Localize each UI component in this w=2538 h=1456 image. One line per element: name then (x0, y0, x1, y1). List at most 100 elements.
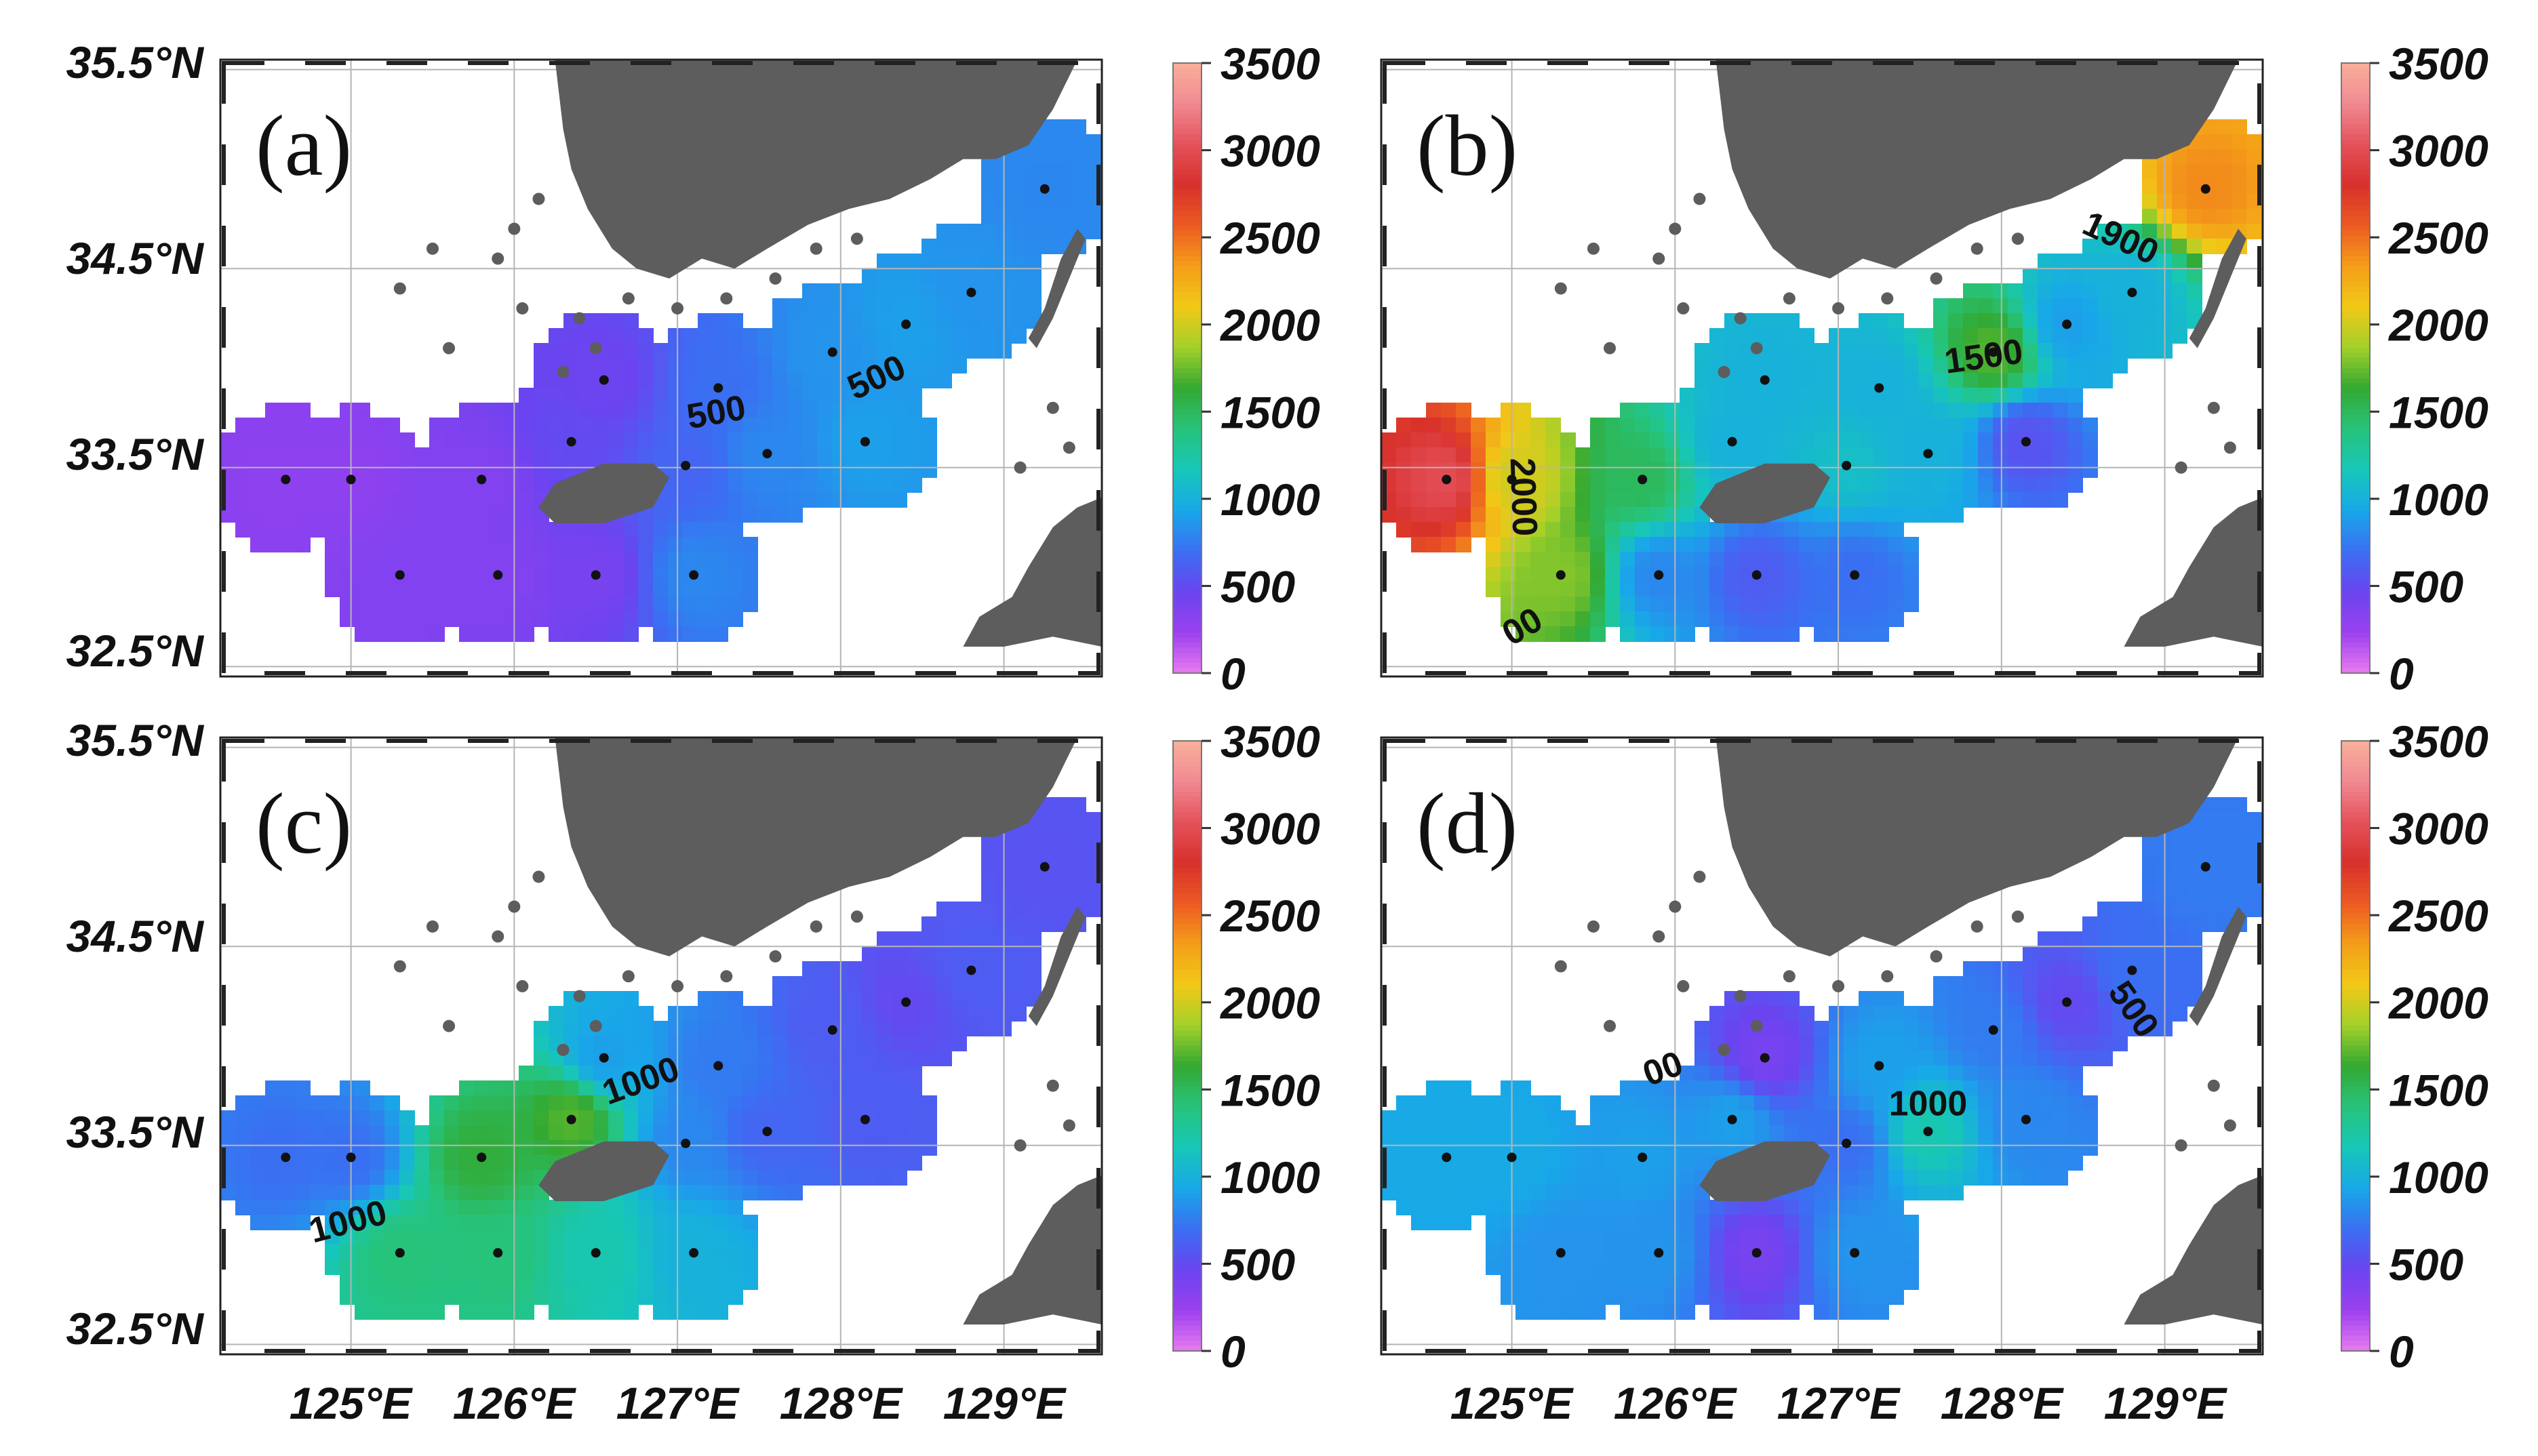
field-cell (653, 343, 669, 359)
colorbar-segment (1173, 342, 1202, 348)
field-cell (534, 1125, 549, 1141)
field-cell (623, 1274, 639, 1290)
field-cell (638, 432, 654, 448)
field-cell (593, 1095, 609, 1111)
colorbar-segment (2341, 1056, 2370, 1062)
field-cell (862, 328, 877, 344)
field-cell (370, 1095, 385, 1111)
field-cell (355, 611, 370, 627)
field-cell (1888, 1095, 1904, 1111)
field-cell (2172, 298, 2187, 314)
colorbar-segment (1173, 460, 1202, 466)
colorbar-segment (2341, 155, 2370, 161)
field-cell (1396, 492, 1412, 508)
field-cell (1739, 1006, 1755, 1022)
field-cell (1426, 492, 1442, 508)
field-cell (623, 991, 639, 1007)
field-cell (817, 1036, 833, 1051)
field-cell (1784, 1066, 1800, 1081)
small-island (1587, 920, 1600, 933)
colorbar-segment (1173, 893, 1202, 899)
field-cell (1605, 1245, 1621, 1260)
field-cell (1769, 388, 1785, 403)
field-cell (1590, 626, 1606, 642)
colorbar-segment (1173, 1097, 1202, 1103)
field-cell (608, 1274, 624, 1290)
field-cell (1784, 1289, 1800, 1305)
field-cell (1575, 596, 1591, 612)
field-cell (2142, 991, 2158, 1007)
colorbar-segment (2341, 1152, 2370, 1158)
field-cell (1784, 1080, 1800, 1096)
field-cell (1680, 432, 1695, 448)
field-cell (742, 1185, 758, 1200)
station-marker (1751, 570, 1762, 580)
colorbar-segment (2341, 908, 2370, 914)
field-cell (355, 1245, 370, 1260)
field-cell (608, 567, 624, 582)
small-island (1014, 461, 1027, 474)
field-cell (295, 1140, 311, 1156)
colorbar-segment (1173, 393, 1202, 399)
field-cell (1873, 567, 1889, 582)
field-cell (2142, 328, 2158, 344)
colorbar-segment (2341, 68, 2370, 74)
field-cell (1963, 961, 1979, 977)
field-cell (280, 403, 296, 418)
field-cell (2053, 1095, 2068, 1111)
field-cell (384, 492, 400, 508)
field-cell (1620, 1289, 1635, 1305)
colorbar-segment (2341, 521, 2370, 527)
small-island (573, 990, 586, 1003)
field-cell (1784, 1051, 1800, 1066)
field-cell (1635, 1185, 1650, 1200)
field-cell (862, 946, 877, 962)
field-cell (1739, 1245, 1755, 1260)
colorbar-segment (1173, 1346, 1202, 1352)
field-cell (1530, 522, 1546, 538)
field-cell (1471, 507, 1486, 523)
field-cell (474, 507, 490, 523)
field-cell (1709, 537, 1725, 552)
field-cell (549, 432, 564, 448)
field-cell (2067, 477, 2083, 493)
field-cell (1873, 1155, 1889, 1171)
field-cell (623, 403, 639, 418)
field-cell (817, 477, 833, 493)
field-cell (1545, 626, 1561, 642)
field-cell (728, 403, 743, 418)
field-cell (1948, 1140, 1964, 1156)
field-cell (519, 1080, 534, 1096)
field-cell (847, 1170, 862, 1186)
field-cell (1605, 596, 1621, 612)
field-cell (325, 1140, 340, 1156)
field-cell (787, 976, 803, 992)
field-cell (1978, 313, 1994, 329)
field-cell (1814, 1289, 1829, 1305)
field-cell (429, 596, 445, 612)
field-cell (2082, 991, 2098, 1007)
colorbar-segment (2341, 782, 2370, 788)
field-cell (653, 358, 669, 373)
field-cell (1411, 1140, 1427, 1156)
field-cell (1680, 1200, 1695, 1215)
field-cell (519, 403, 534, 418)
field-cell (653, 1200, 669, 1215)
field-cell (474, 1080, 490, 1096)
field-cell (370, 1125, 385, 1141)
field-cell (549, 596, 564, 612)
field-cell (399, 1185, 415, 1200)
field-cell (1799, 1066, 1815, 1081)
field-cell (742, 507, 758, 523)
field-cell (847, 1155, 862, 1171)
field-cell (1978, 373, 1994, 388)
field-cell (1650, 1304, 1665, 1320)
field-cell (429, 1200, 445, 1215)
colorbar-segment (2341, 1213, 2370, 1219)
field-cell (787, 432, 803, 448)
field-cell (832, 388, 848, 403)
field-cell (1948, 343, 1964, 359)
colorbar-segment (2341, 271, 2370, 277)
field-cell (2112, 1036, 2128, 1051)
field-cell (340, 403, 355, 418)
